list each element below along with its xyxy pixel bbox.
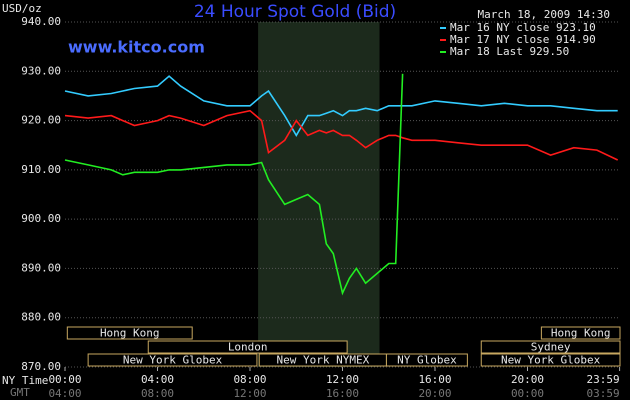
legend-label: Mar 18 Last 929.50 — [450, 45, 569, 58]
y-tick-label: 900.00 — [21, 212, 61, 225]
session-label: New York Globex — [123, 354, 223, 367]
x2-tick-label: 20:00 — [418, 387, 451, 400]
x-tick-label: 16:00 — [418, 373, 451, 386]
session-label: Hong Kong — [551, 327, 611, 340]
session-label: New York NYMEX — [276, 354, 369, 367]
session-bar — [480, 353, 621, 367]
watermark: www.kitco.com — [68, 38, 205, 57]
series-line — [64, 109, 619, 161]
y-tick-label: 940.00 — [21, 15, 61, 28]
y-tick-label: 870.00 — [21, 360, 61, 373]
session-bar — [540, 326, 621, 340]
x-tick-label: 23:59 — [586, 373, 619, 386]
shaded-band — [258, 22, 380, 367]
legend-label: Mar 16 NY close 923.10 — [450, 21, 596, 34]
series-line — [64, 73, 404, 296]
x-tick-label: 20:00 — [511, 373, 544, 386]
x2-tick-label: 08:00 — [141, 387, 174, 400]
y-tick-label: 880.00 — [21, 311, 61, 324]
session-label: Sydney — [531, 341, 571, 354]
x-tick-label: 12:00 — [326, 373, 359, 386]
legend-label: Mar 17 NY close 914.90 — [450, 33, 596, 46]
session-bar — [385, 353, 468, 367]
session-label: Hong Kong — [100, 327, 160, 340]
y-tick-label: 910.00 — [21, 163, 61, 176]
x2-tick-label: 00:00 — [511, 387, 544, 400]
session-label: New York Globex — [501, 354, 601, 367]
session-bar — [87, 353, 258, 367]
session-bar — [66, 326, 193, 340]
x-axis-label: NY Time — [2, 374, 48, 387]
x2-tick-label: 03:59 — [586, 387, 619, 400]
x2-tick-label: 12:00 — [233, 387, 266, 400]
x2-axis-label: GMT — [10, 386, 30, 399]
series-line — [64, 75, 618, 137]
y-tick-label: 920.00 — [21, 114, 61, 127]
chart-title: 24 Hour Spot Gold (Bid) — [194, 2, 396, 22]
y-tick-label: 890.00 — [21, 261, 61, 274]
timestamp: March 18, 2009 14:30 — [478, 8, 610, 21]
x2-tick-label: 04:00 — [48, 387, 81, 400]
y-tick-label: 930.00 — [21, 64, 61, 77]
x-tick-label: 00:00 — [48, 373, 81, 386]
x-tick-label: 08:00 — [233, 373, 266, 386]
session-bar — [147, 340, 348, 354]
session-bar — [480, 340, 621, 354]
x2-tick-label: 16:00 — [326, 387, 359, 400]
x-tick-label: 04:00 — [141, 373, 174, 386]
session-label: NY Globex — [397, 354, 457, 367]
session-label: London — [228, 341, 268, 354]
y-axis-label: USD/oz — [2, 2, 42, 15]
